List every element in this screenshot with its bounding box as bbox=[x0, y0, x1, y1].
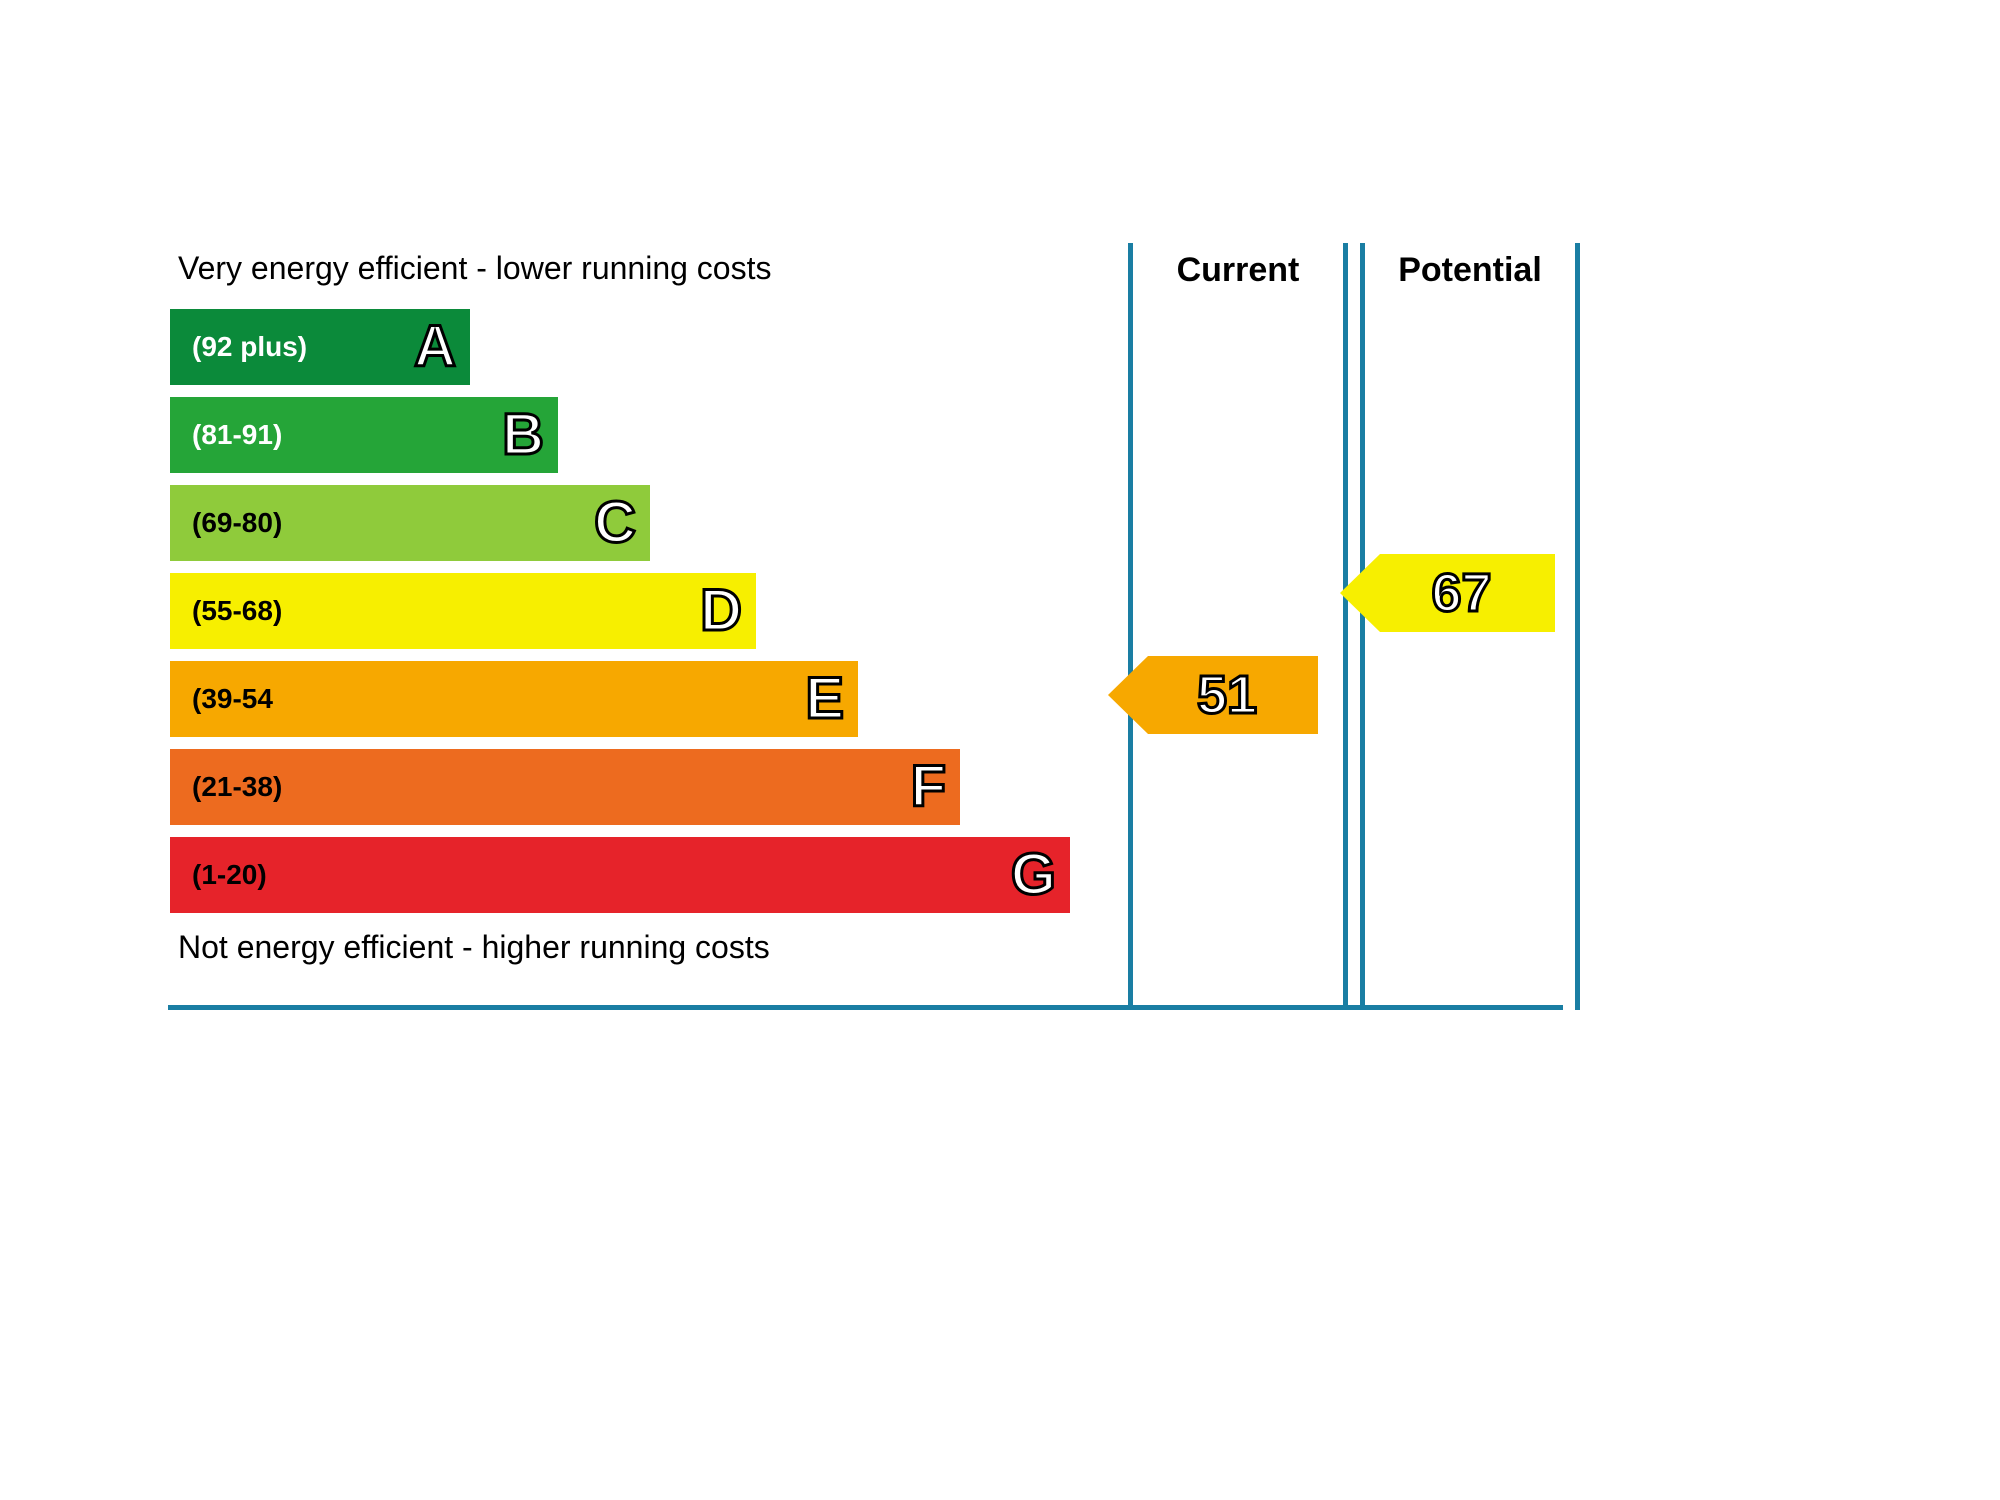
arrow-tip-icon bbox=[1340, 554, 1380, 632]
current-rating-value: 51 bbox=[1148, 656, 1318, 734]
baseline-rule bbox=[168, 1005, 1563, 1010]
band-range: (1-20) bbox=[192, 859, 267, 891]
band-range: (92 plus) bbox=[192, 331, 307, 363]
band-range: (69-80) bbox=[192, 507, 282, 539]
potential-rating-value: 67 bbox=[1380, 554, 1555, 632]
band-letter: D bbox=[700, 582, 742, 640]
current-column: Current bbox=[1128, 243, 1348, 1010]
band-a: (92 plus) A bbox=[170, 309, 470, 385]
band-letter: G bbox=[1011, 846, 1056, 904]
current-header: Current bbox=[1133, 243, 1343, 304]
band-d: (55-68) D bbox=[170, 573, 756, 649]
band-range: (39-54 bbox=[192, 683, 273, 715]
band-range: (81-91) bbox=[192, 419, 282, 451]
band-range: (55-68) bbox=[192, 595, 282, 627]
band-g: (1-20) G bbox=[170, 837, 1070, 913]
band-letter: E bbox=[805, 670, 844, 728]
band-f: (21-38) F bbox=[170, 749, 960, 825]
band-b: (81-91) B bbox=[170, 397, 558, 473]
band-e: (39-54 E bbox=[170, 661, 858, 737]
potential-header: Potential bbox=[1365, 243, 1575, 304]
band-letter: B bbox=[502, 406, 544, 464]
band-letter: F bbox=[911, 758, 946, 816]
arrow-tip-icon bbox=[1108, 656, 1148, 734]
band-letter: A bbox=[414, 318, 456, 376]
current-rating-pointer: 51 bbox=[1108, 656, 1318, 734]
band-letter: C bbox=[594, 494, 636, 552]
band-c: (69-80) C bbox=[170, 485, 650, 561]
band-range: (21-38) bbox=[192, 771, 282, 803]
potential-rating-pointer: 67 bbox=[1340, 554, 1555, 632]
